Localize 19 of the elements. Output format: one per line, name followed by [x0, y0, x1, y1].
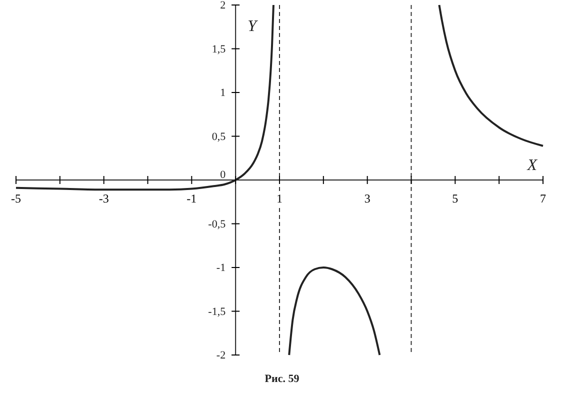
- x-tick-label: 7: [540, 192, 546, 206]
- y-tick-label: 2: [220, 0, 226, 12]
- x-tick-label: 3: [364, 192, 370, 206]
- x-tick-label: 1: [276, 192, 282, 206]
- y-tick-label: 0,5: [212, 130, 226, 143]
- y-tick-label: 0: [220, 168, 226, 181]
- y-tick-label: 1: [220, 87, 226, 100]
- x-axis-title: X: [526, 157, 538, 174]
- x-tick-label: 5: [452, 192, 458, 206]
- y-axis-title: Y: [248, 18, 259, 35]
- text: Рис. 59: [264, 373, 300, 385]
- x-tick-label: -3: [98, 192, 109, 206]
- y-tick-label: -0,5: [208, 218, 226, 230]
- y-tick-label: 1,5: [212, 43, 226, 56]
- y-tick-label: -1,5: [208, 306, 226, 318]
- y-tick-label: -1: [216, 262, 226, 274]
- x-tick-label: -1: [186, 192, 197, 206]
- x-tick-label: -5: [11, 192, 21, 206]
- y-tick-label: -2: [216, 350, 226, 362]
